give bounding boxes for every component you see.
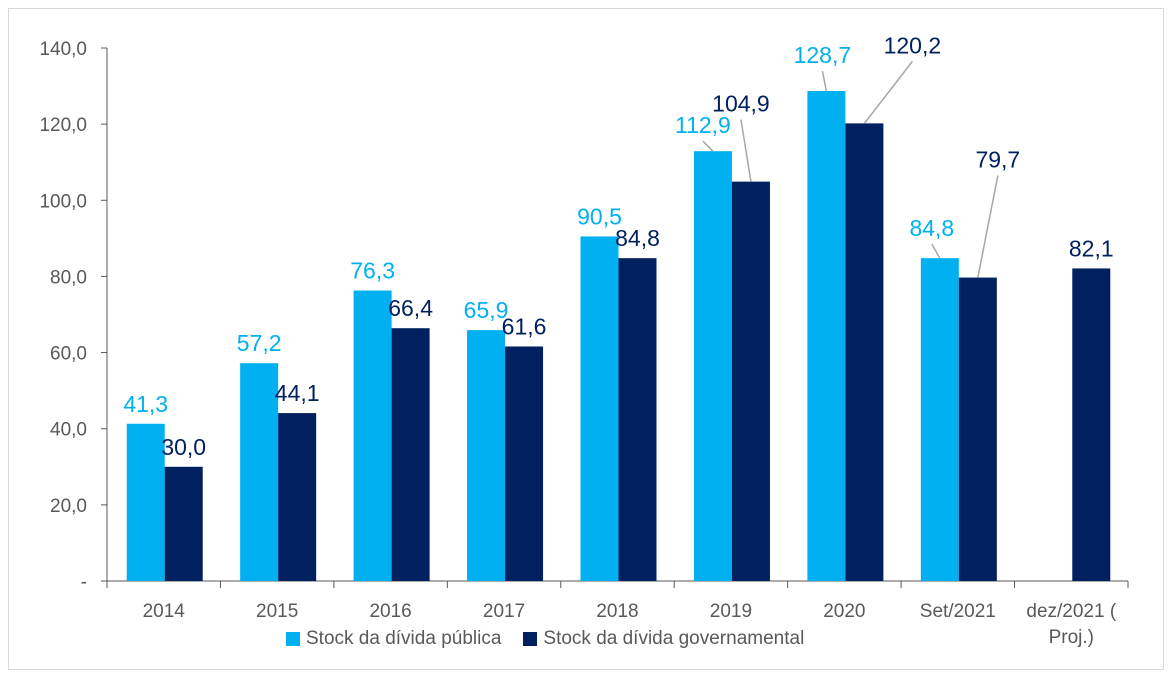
bar-publica <box>353 290 392 581</box>
data-label-publica: 76,3 <box>350 258 395 284</box>
data-label-governamental: 104,9 <box>712 91 770 117</box>
y-tick-label: 20,0 <box>50 496 87 517</box>
data-labels: 41,330,057,244,176,366,4 65,961,690,584,8… <box>123 32 1113 459</box>
bar-governamental <box>505 346 544 581</box>
data-label-publica: 112,9 <box>675 112 731 138</box>
legend-item-publica: Stock da dívida pública <box>286 628 501 650</box>
bar-publica <box>126 423 165 581</box>
bar-publica <box>240 363 279 581</box>
leader-line <box>821 70 828 92</box>
data-label-governamental: 82,1 <box>1069 235 1114 261</box>
bar-governamental <box>731 181 770 581</box>
data-label-publica: 57,2 <box>237 330 282 356</box>
legend-item-governamental: Stock da dívida governamental <box>523 628 804 650</box>
x-tick-label: 2015 <box>256 601 298 622</box>
x-tick-label: 2016 <box>369 601 411 622</box>
data-label-publica: 65,9 <box>464 297 509 323</box>
bar-governamental <box>958 277 997 581</box>
legend-label-governamental: Stock da dívida governamental <box>543 628 805 649</box>
leader-line <box>931 243 941 259</box>
chart-frame <box>8 8 1164 670</box>
data-label-governamental: 120,2 <box>884 32 942 58</box>
legend-swatch-governamental <box>523 632 538 646</box>
x-tick-label: dez/2021 (Proj.) <box>1026 601 1116 648</box>
y-tick-label: 80,0 <box>50 267 87 288</box>
data-label-governamental: 84,8 <box>615 225 660 251</box>
legend: Stock da dívida pública Stock da dívida … <box>286 628 804 650</box>
data-label-publica: 41,3 <box>123 391 168 417</box>
data-label-governamental: 79,7 <box>975 147 1020 173</box>
x-tick-label: 2018 <box>596 601 638 622</box>
bar-publica <box>693 151 732 581</box>
y-tick-label: 120,0 <box>39 115 87 136</box>
bar-publica <box>920 258 959 581</box>
x-tick-label: 2020 <box>823 601 865 622</box>
leader-lines <box>702 60 999 278</box>
leader-line <box>977 175 999 278</box>
data-label-publica: 128,7 <box>794 42 852 68</box>
data-label-publica: 90,5 <box>577 203 622 229</box>
bars <box>126 91 1111 582</box>
bar-governamental <box>391 328 430 581</box>
x-tick-label: 2014 <box>143 601 186 622</box>
y-tick-label: 40,0 <box>50 420 87 441</box>
bar-governamental <box>618 258 657 581</box>
y-tick-label: 100,0 <box>39 191 87 212</box>
data-label-publica: 84,8 <box>909 215 954 241</box>
legend-swatch-publica <box>286 632 300 646</box>
bar-publica <box>467 330 506 581</box>
y-tick-label: 140,0 <box>39 39 87 60</box>
leader-line <box>863 60 913 124</box>
x-tick-label: 2017 <box>483 601 525 622</box>
data-label-governamental: 44,1 <box>275 380 320 406</box>
y-axis: - 20,0 40,0 60,0 80,0 100,0 120,0 140,0 <box>39 39 108 593</box>
bar-publica <box>807 91 846 581</box>
bar-governamental <box>278 413 317 581</box>
y-tick-label: 60,0 <box>50 344 87 365</box>
data-label-governamental: 30,0 <box>161 434 206 460</box>
x-tick-label: Set/2021 <box>920 601 996 622</box>
x-tick-label: 2019 <box>710 601 752 622</box>
bar-governamental <box>164 466 203 581</box>
leader-line <box>702 140 714 152</box>
legend-label-publica: Stock da dívida pública <box>306 628 502 649</box>
bar-governamental <box>845 123 884 581</box>
data-label-governamental: 66,4 <box>388 295 433 321</box>
leader-line <box>740 119 752 182</box>
y-tick-label: - <box>81 572 87 593</box>
bar-governamental <box>1072 268 1111 581</box>
data-label-governamental: 61,6 <box>502 313 547 339</box>
bar-publica <box>580 236 619 582</box>
